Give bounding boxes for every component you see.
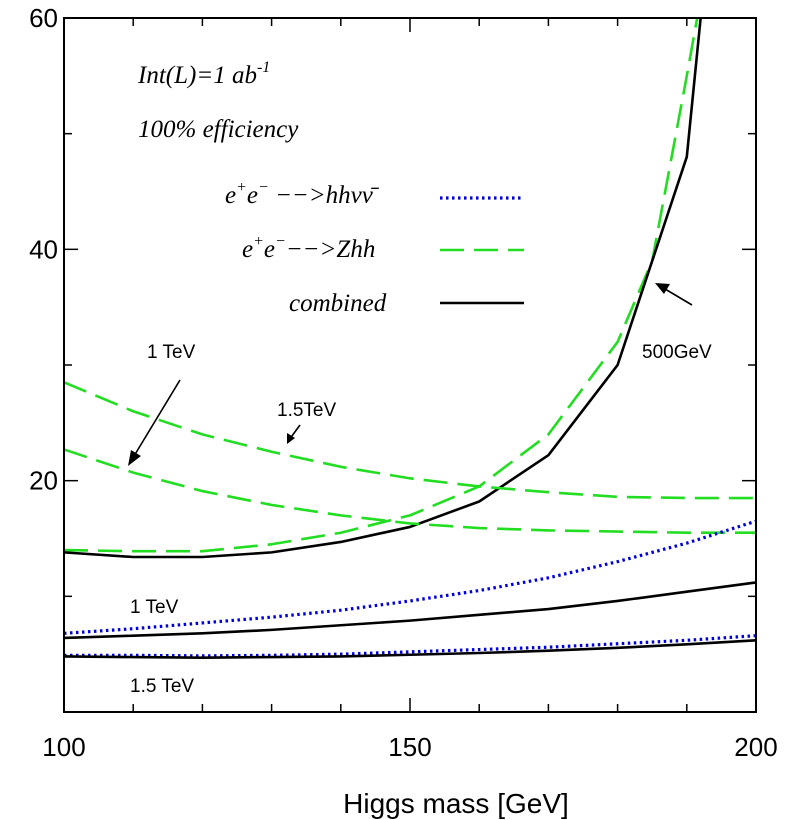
ticks-layer: 20 40 60 100 150 200 <box>29 3 778 762</box>
label-500gev: 500GeV <box>642 342 712 363</box>
luminosity-text: Int(L)=1 ab <box>137 62 257 89</box>
curves-layer <box>63 17 757 659</box>
luminosity-exponent: -1 <box>257 59 270 76</box>
series-line-combined_500 <box>63 17 702 559</box>
arrowhead-1tev-upper <box>128 450 141 466</box>
legend-label-zhh: e+e−−−>Zhh <box>242 233 375 263</box>
luminosity-annotation: Int(L)=1 ab-1 <box>137 59 270 89</box>
label-1tev-upper: 1 TeV <box>147 342 196 363</box>
y-tick-label: 60 <box>29 3 58 33</box>
legend-label-combined: combined <box>289 290 387 317</box>
label-15tev-lower: 1.5 TeV <box>130 676 194 697</box>
series-line-zhh_500 <box>63 17 699 553</box>
arrowhead-15tev-upper <box>287 433 295 444</box>
y-tick-label: 40 <box>29 234 58 264</box>
arrowhead-500gev <box>655 283 670 294</box>
x-tick-label: 150 <box>388 732 431 762</box>
series-line-hhvv_1tev <box>63 519 757 635</box>
x-tick-label: 100 <box>42 732 85 762</box>
legend: e+e− −−>hhνν̄ e+e−−−>Zhh combined <box>225 179 524 317</box>
series-line-combined_1tev <box>63 581 757 640</box>
legend-label-hhvv: e+e− −−>hhνν̄ <box>225 179 380 209</box>
series-line-combined_15tev <box>63 638 757 659</box>
arrow-1tev-upper <box>130 379 181 462</box>
efficiency-annotation: 100% efficiency <box>138 116 299 143</box>
series-line-zhh_1tev <box>63 448 756 535</box>
y-tick-label: 20 <box>29 466 58 496</box>
x-axis-label: Higgs mass [GeV] <box>343 788 569 819</box>
label-1tev-lower: 1 TeV <box>130 597 179 618</box>
series-line-zhh_15tev <box>63 381 756 500</box>
series-line-hhvv_15tev <box>64 634 757 658</box>
x-tick-label: 200 <box>734 732 777 762</box>
label-15tev-upper: 1.5TeV <box>277 400 336 421</box>
